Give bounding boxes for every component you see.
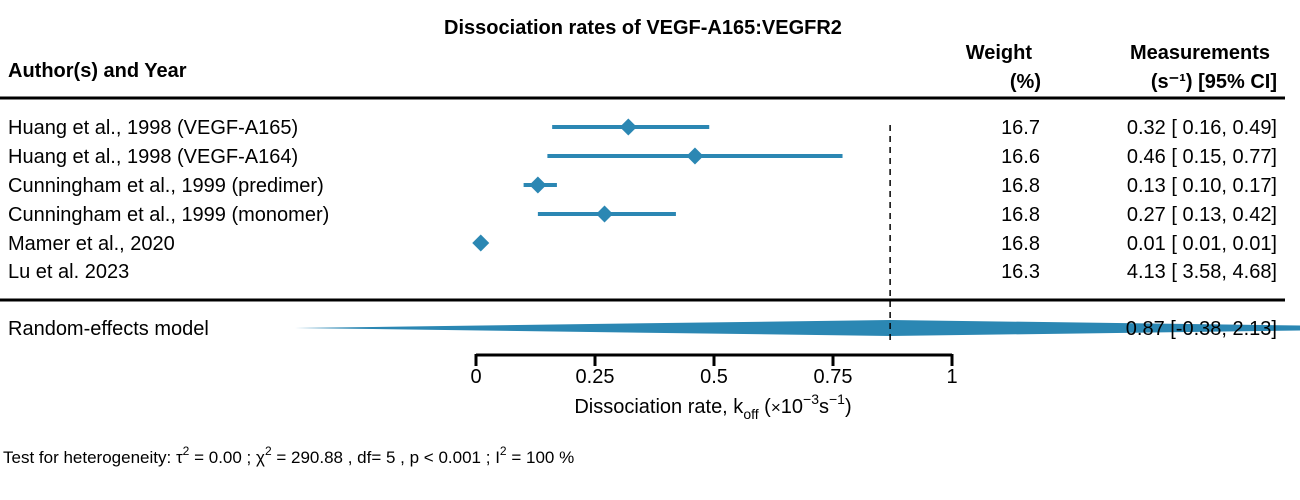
study-label: Cunningham et al., 1999 (predimer) [8,175,324,197]
x-axis-label: Dissociation rate, koff (×10−3s−1) [574,391,851,422]
study-weight: 16.3 [1001,261,1040,283]
study-rows: Huang et al., 1998 (VEGF-A165) 16.7 0.32 [… [8,117,1277,283]
study-estimate-marker [596,205,614,223]
study-label: Lu et al. 2023 [8,261,129,283]
summary-diamond [295,320,1300,336]
summary-ci-text: 0.87 [-0.38, 2.13] [1126,318,1277,340]
study-label: Mamer et al., 2020 [8,233,175,255]
x-tick-label: 1 [946,366,957,388]
x-axis: 0 0.25 0.5 0.75 1 [470,353,958,388]
study-weight: 16.8 [1001,204,1040,226]
study-weight: 16.6 [1001,146,1040,168]
study-ci-text: 0.13 [ 0.10, 0.17] [1127,175,1277,197]
study-ci-text: 0.32 [ 0.16, 0.49] [1127,117,1277,139]
header-weight-line2: (%) [1010,71,1041,93]
summary-row: Random-effects model 0.87 [-0.38, 2.13] [8,318,1300,340]
study-estimate-marker [529,176,547,194]
header-weight-line1: Weight [966,42,1033,64]
x-tick-label: 0.25 [576,366,615,388]
study-ci-text: 0.27 [ 0.13, 0.42] [1127,204,1277,226]
study-ci-text: 4.13 [ 3.58, 4.68] [1127,261,1277,283]
header-measure-line2: (s⁻¹) [95% CI] [1151,71,1277,93]
study-ci-text: 0.46 [ 0.15, 0.77] [1127,146,1277,168]
study-ci-text: 0.01 [ 0.01, 0.01] [1127,233,1277,255]
study-label: Cunningham et al., 1999 (monomer) [8,204,329,226]
summary-label: Random-effects model [8,318,209,340]
study-weight: 16.7 [1001,117,1040,139]
x-tick-label: 0.75 [814,366,853,388]
study-label: Huang et al., 1998 (VEGF-A164) [8,146,298,168]
study-weight: 16.8 [1001,233,1040,255]
study-weight: 16.8 [1001,175,1040,197]
study-estimate-marker [686,147,704,165]
header-study: Author(s) and Year [8,60,187,82]
study-estimate-marker [472,234,490,252]
x-tick-label: 0 [470,366,481,388]
chart-title: Dissociation rates of VEGF-A165:VEGFR2 [444,17,842,39]
x-tick-label: 0.5 [700,366,728,388]
heterogeneity-text: Test for heterogeneity: τ2 = 0.00 ; χ2 =… [3,444,574,467]
study-label: Huang et al., 1998 (VEGF-A165) [8,117,298,139]
header-measure-line1: Measurements [1130,42,1270,64]
study-estimate-marker [619,118,637,136]
